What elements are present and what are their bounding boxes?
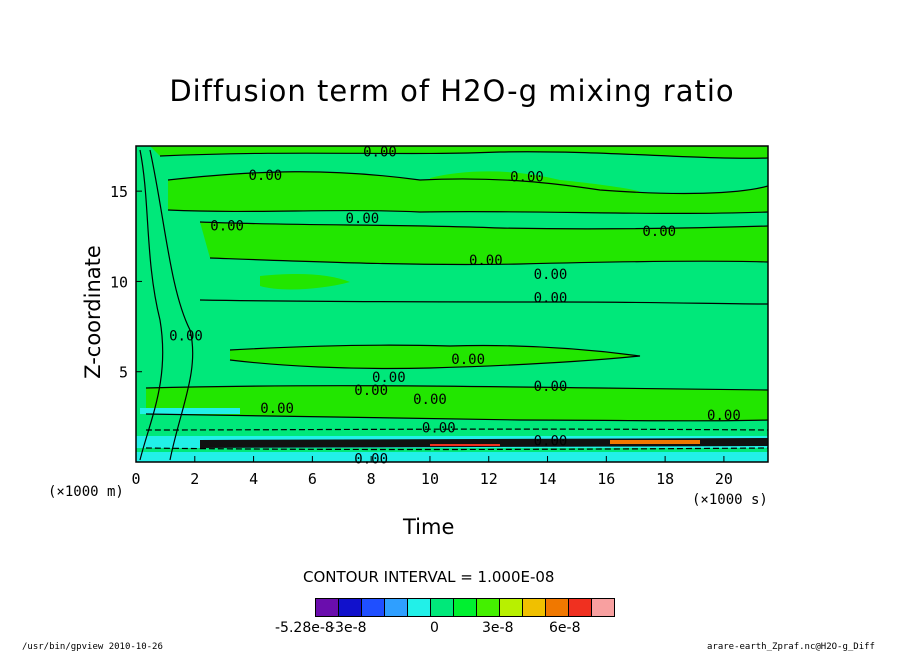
contour-line	[145, 413, 768, 422]
chart-title: Diffusion term of H2O-g mixing ratio	[169, 74, 735, 108]
plot-frame	[135, 145, 769, 463]
contour-label: 0.00	[469, 253, 503, 269]
colorbar-swatch	[362, 599, 385, 616]
contour-line	[139, 149, 164, 461]
band-mid2	[260, 274, 350, 290]
cyan-bands	[136, 408, 768, 462]
orange-strip	[610, 440, 700, 444]
contour-line	[167, 209, 768, 215]
contour-labels: 0.000.00 0.000.000.00 0.000.000.000.000.00…	[169, 144, 741, 467]
y-tick-label: 15	[110, 183, 128, 201]
x-axis-label: Time	[403, 515, 455, 539]
band-low1	[146, 385, 768, 421]
colorbar	[315, 598, 615, 617]
colorbar-swatch	[339, 599, 362, 616]
band-mid1	[200, 222, 768, 265]
x-axis-unit: (×1000 s)	[692, 492, 768, 508]
footer-left: /usr/bin/gpview 2010-10-26	[22, 642, 163, 652]
contour-label: 0.00	[707, 408, 741, 424]
colorbar-swatch	[477, 599, 500, 616]
contour-label: 0.00	[413, 392, 447, 408]
contour-label: 0.00	[210, 218, 244, 234]
colorbar-label: 3e-8	[482, 620, 514, 636]
contour-line	[199, 221, 768, 230]
colorbar-swatch	[523, 599, 546, 616]
colorbar-swatch	[385, 599, 408, 616]
colorbar-label: 6e-8	[549, 620, 581, 636]
contour-label: 0.00	[363, 144, 397, 160]
contour-label: 0.00	[510, 170, 544, 186]
red-strip	[430, 444, 500, 446]
x-tick-label: 14	[539, 470, 557, 488]
contour-label: 0.00	[451, 352, 485, 368]
colorbar-swatch	[500, 599, 523, 616]
contour-label: 0.00	[354, 383, 388, 399]
colorbar-label: 0	[430, 620, 439, 636]
x-tick-label: 0	[131, 470, 140, 488]
contour-label: 0.00	[260, 401, 294, 417]
colorbar-swatch	[454, 599, 477, 616]
colorbar-swatch	[408, 599, 431, 616]
contour-lines	[139, 149, 768, 461]
x-tick-label: 4	[249, 470, 258, 488]
contour-line	[145, 428, 768, 431]
band-upper2	[430, 171, 640, 196]
cyan-strip-1	[140, 408, 240, 414]
contour-label: 0.00	[345, 211, 379, 227]
y-tick-label: 5	[119, 364, 128, 382]
contour-line	[167, 171, 768, 195]
contour-label: 0.00	[422, 421, 456, 437]
band-mid3	[230, 345, 640, 369]
band-upper	[168, 171, 768, 214]
y-tick-label: 10	[110, 273, 128, 291]
contour-interval: CONTOUR INTERVAL = 1.000E-08	[303, 568, 555, 586]
contour-line	[229, 344, 641, 370]
colorbar-swatch	[569, 599, 592, 616]
x-tick-label: 6	[308, 470, 317, 488]
contour-label: 0.00	[534, 267, 568, 283]
contour-line	[209, 257, 768, 266]
x-tick-label: 12	[480, 470, 498, 488]
contour-label: 0.00	[169, 329, 203, 345]
colorbar-swatch	[592, 599, 614, 616]
cyan-strip-3	[136, 452, 768, 462]
x-tick-label: 20	[715, 470, 733, 488]
colorbar-swatch	[316, 599, 339, 616]
contour-line	[199, 299, 768, 305]
contour-label: 0.00	[534, 291, 568, 307]
x-tick-label: 16	[597, 470, 615, 488]
colorbar-swatch	[431, 599, 454, 616]
x-tick-label: 2	[190, 470, 199, 488]
green-bands	[146, 146, 768, 421]
y-axis-unit: (×1000 m)	[48, 484, 124, 500]
colorbar-swatch	[546, 599, 569, 616]
contour-line	[149, 149, 194, 461]
footer-right: arare-earth_Zpraf.nc@H2O-g_Diff	[707, 642, 875, 652]
x-tick-label: 10	[421, 470, 439, 488]
contour-label: 0.00	[534, 433, 568, 449]
colorbar-label: -3e-8	[330, 620, 367, 636]
colorbar-label: -5.28e-8	[275, 620, 334, 636]
axes: 0 2 4 6 8 10 12 14 16 18 20 5 10 15	[110, 183, 733, 488]
y-axis-label: Z-coordinate	[81, 245, 105, 379]
contour-label: 0.00	[372, 370, 406, 386]
contour-line	[145, 447, 768, 451]
band-top	[150, 146, 768, 159]
contour-label: 0.00	[248, 168, 282, 184]
x-tick-label: 18	[656, 470, 674, 488]
contour-label: 0.00	[534, 379, 568, 395]
contour-line	[145, 385, 768, 391]
x-tick-label: 8	[367, 470, 376, 488]
contour-label: 0.00	[642, 224, 676, 240]
contour-line	[159, 151, 768, 159]
